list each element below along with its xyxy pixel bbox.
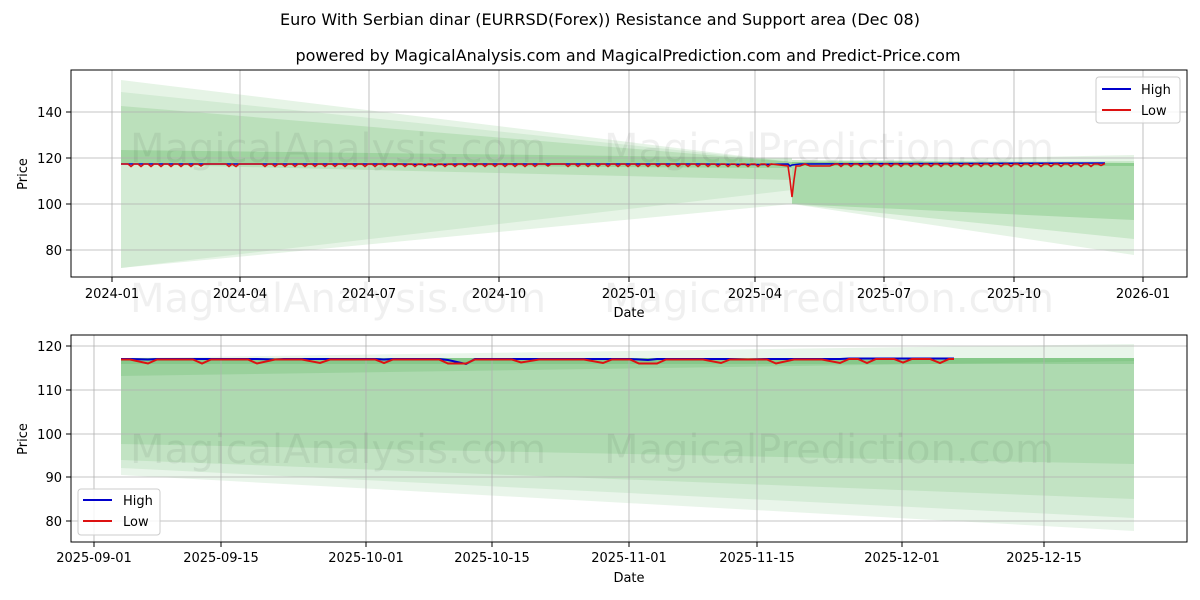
top-x-axis-label: Date <box>613 306 644 321</box>
bottom-ytick-110: 110 <box>37 384 62 399</box>
top-low-line <box>121 162 1106 198</box>
top-ytick-80: 80 <box>45 244 62 259</box>
bottom-ytick-120: 120 <box>37 340 62 355</box>
top-y-axis-label: Price <box>16 158 31 190</box>
bottom-y-axis-label: Price <box>16 423 31 455</box>
bottom-legend: High Low <box>77 488 161 536</box>
bottom-y-axis: 120 110 100 90 80 Price <box>16 340 71 530</box>
legend-low-label: Low <box>123 515 149 530</box>
watermark-prediction-3: MagicalPrediction.com <box>604 427 1054 473</box>
top-support-resistance-bands <box>121 80 1134 268</box>
chart-subtitle: powered by MagicalAnalysis.com and Magic… <box>295 46 961 65</box>
bottom-ytick-100: 100 <box>37 428 62 443</box>
top-ytick-140: 140 <box>37 106 62 121</box>
legend-high-label: High <box>123 494 153 509</box>
watermark-prediction-2: MagicalPrediction.com <box>604 276 1054 322</box>
watermark-analysis-3: MagicalAnalysis.com <box>130 427 546 473</box>
bottom-low-line <box>121 358 954 365</box>
bottom-xtick: 2025-11-01 <box>591 551 667 566</box>
bottom-chart: MagicalAnalysis.com MagicalPrediction.co… <box>16 334 1188 586</box>
bottom-ytick-80: 80 <box>45 515 62 530</box>
top-legend: High Low <box>1095 76 1181 124</box>
top-xtick: 2024-10 <box>472 287 526 302</box>
top-y-axis: 140 120 100 80 Price <box>16 106 71 259</box>
bottom-xtick: 2025-10-01 <box>328 551 404 566</box>
top-xtick: 2024-01 <box>85 287 139 302</box>
bottom-ytick-90: 90 <box>45 471 62 486</box>
top-xtick: 2026-01 <box>1116 287 1170 302</box>
bottom-xtick: 2025-12-01 <box>864 551 940 566</box>
top-xtick: 2024-04 <box>213 287 267 302</box>
bottom-xtick: 2025-09-15 <box>183 551 259 566</box>
legend-high-label: High <box>1141 83 1171 98</box>
watermark-prediction: MagicalPrediction.com <box>604 126 1054 172</box>
watermark-analysis-2: MagicalAnalysis.com <box>130 276 546 322</box>
bottom-xtick: 2025-12-15 <box>1006 551 1082 566</box>
bottom-support-resistance-bands <box>121 344 1134 531</box>
top-xtick: 2025-04 <box>728 287 782 302</box>
chart-title: Euro With Serbian dinar (EURRSD(Forex)) … <box>280 10 920 29</box>
top-xtick: 2025-07 <box>857 287 911 302</box>
legend-low-label: Low <box>1141 104 1167 119</box>
bottom-grid <box>71 335 1187 542</box>
top-xtick: 2025-01 <box>602 287 656 302</box>
top-xtick: 2025-10 <box>987 287 1041 302</box>
bottom-xtick: 2025-11-15 <box>719 551 795 566</box>
bottom-x-axis: 2025-09-01 2025-09-15 2025-10-01 2025-10… <box>56 542 1082 586</box>
bottom-xtick: 2025-09-01 <box>56 551 132 566</box>
bottom-x-axis-label: Date <box>613 571 644 586</box>
top-chart: MagicalAnalysis.com MagicalPrediction.co… <box>16 69 1188 322</box>
bottom-xtick: 2025-10-15 <box>454 551 530 566</box>
top-xtick: 2024-07 <box>342 287 396 302</box>
top-ytick-100: 100 <box>37 198 62 213</box>
top-ytick-120: 120 <box>37 152 62 167</box>
top-grid <box>71 70 1187 277</box>
top-x-axis: 2024-01 2024-04 2024-07 2024-10 2025-01 … <box>85 277 1170 321</box>
